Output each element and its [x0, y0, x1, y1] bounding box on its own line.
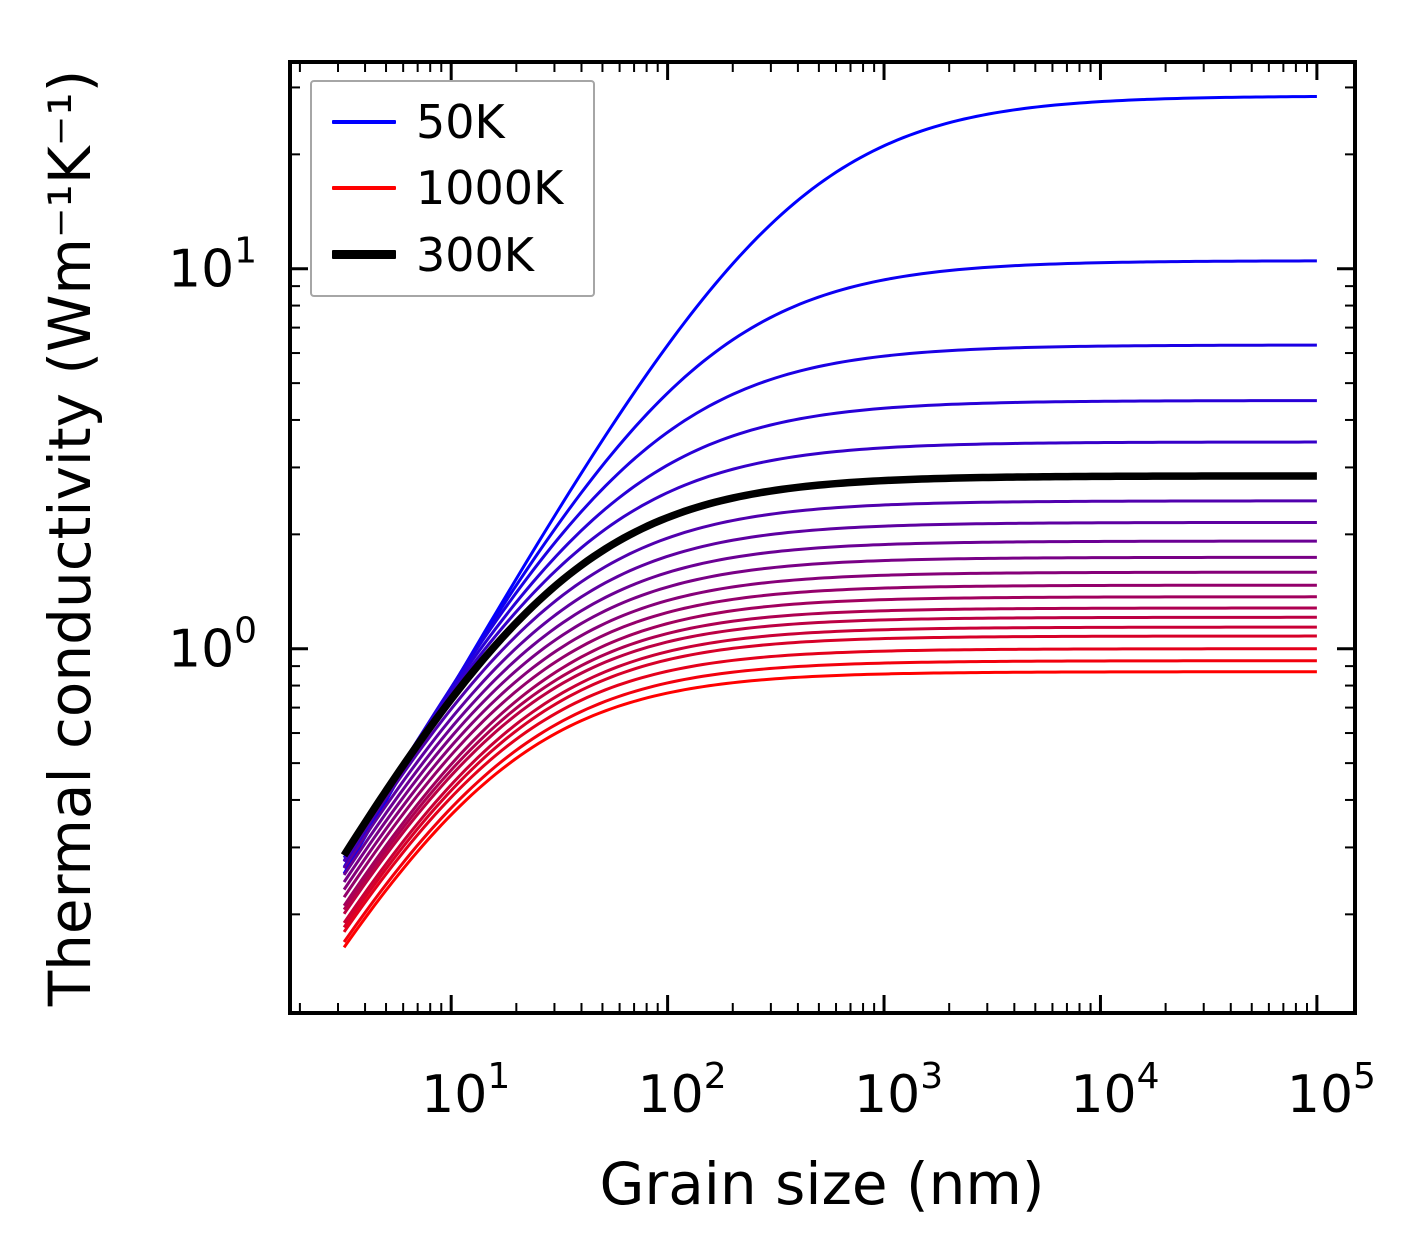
legend-label: 50K — [416, 95, 505, 149]
legend-label: 300K — [416, 227, 534, 282]
curve-350K — [342, 499, 1317, 863]
legend: 50K 1000K 300K — [310, 80, 596, 297]
curve-650K — [342, 595, 1317, 907]
x-tick-label-10e3: 103 — [854, 1056, 943, 1125]
legend-line-sample-1000K — [332, 186, 396, 191]
x-tick-label-10e1: 101 — [421, 1056, 510, 1125]
curve-500K — [342, 555, 1317, 883]
curve-900K — [342, 647, 1317, 933]
y-tick-labels: 100 101 — [168, 231, 257, 680]
x-tick-labels: 101 102 103 104 105 — [421, 1056, 1376, 1125]
curve-50K — [342, 94, 1317, 875]
curve-250K — [342, 440, 1317, 856]
curves-group — [340, 94, 1317, 949]
legend-entry-1000K: 1000K — [332, 161, 564, 216]
y-axis-label: Thermal conductivity (Wm⁻¹K⁻¹) — [36, 70, 104, 1008]
legend-line-sample-300K — [332, 250, 396, 260]
curve-1000K — [342, 670, 1317, 949]
curve-400K — [342, 520, 1317, 869]
curve-800K — [342, 625, 1317, 924]
x-axis-label: Grain size (nm) — [599, 1150, 1044, 1218]
curve-300K — [340, 472, 1317, 858]
legend-entry-50K: 50K — [332, 98, 563, 146]
curve-600K — [342, 583, 1317, 899]
legend-entry-300K: 300K — [332, 227, 563, 282]
legend-line-sample-50K — [332, 120, 396, 125]
y-tick-label-10e0: 100 — [168, 611, 257, 680]
curve-150K — [342, 343, 1317, 862]
axes-group: 101 102 103 104 105 100 101 — [168, 60, 1376, 1125]
x-tick-label-10e4: 104 — [1070, 1056, 1159, 1125]
curve-200K — [342, 399, 1317, 859]
curve-950K — [342, 659, 1317, 943]
y-tick-label-10e1: 101 — [168, 231, 257, 300]
curve-100K — [342, 259, 1317, 868]
x-tick-label-10e5: 105 — [1287, 1056, 1376, 1125]
curve-550K — [342, 570, 1317, 891]
curve-700K — [342, 606, 1317, 911]
legend-label: 1000K — [416, 161, 564, 216]
curve-750K — [342, 615, 1317, 915]
curve-850K — [342, 634, 1317, 929]
plot-frame — [288, 60, 1357, 1015]
curve-450K — [342, 539, 1317, 876]
x-tick-label-10e2: 102 — [638, 1056, 727, 1125]
